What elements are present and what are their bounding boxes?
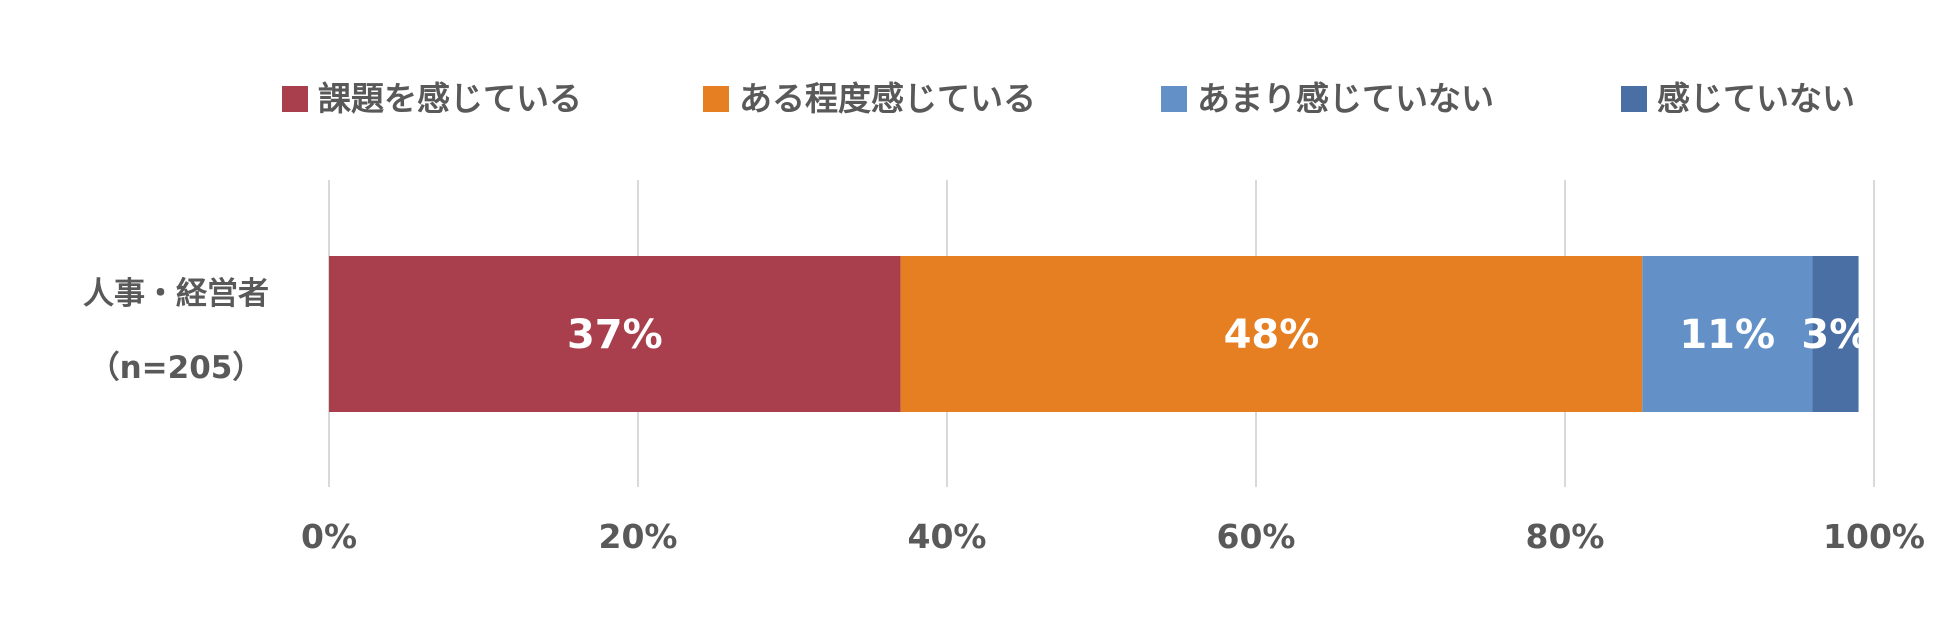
bars [329, 256, 1859, 412]
data-label: 11% [1679, 312, 1775, 358]
legend-label: あまり感じていない [1197, 79, 1494, 118]
legend-swatch [703, 86, 729, 112]
data-label: 48% [1224, 312, 1320, 358]
legend-label: 感じていない [1657, 79, 1855, 118]
legend-swatch [1621, 86, 1647, 112]
legend-label: 課題を感じている [318, 79, 582, 118]
legend-swatch [282, 86, 308, 112]
x-tick-label: 40% [908, 517, 987, 556]
legend-label: ある程度感じている [739, 79, 1036, 118]
y-axis: 人事・経営者 （n=205） [83, 276, 269, 386]
x-tick-label: 0% [301, 517, 357, 556]
data-labels: 37% 48% 11% 3% [567, 312, 1869, 358]
bar-segment [329, 256, 901, 412]
bar-segment [900, 256, 1643, 412]
legend: 課題を感じている ある程度感じている あまり感じていない 感じていない [282, 79, 1855, 118]
x-axis: 0% 20% 40% 60% 80% 100% [301, 517, 1925, 556]
category-label: 人事・経営者 [83, 276, 269, 312]
legend-swatch [1161, 86, 1187, 112]
x-tick-label: 80% [1526, 517, 1605, 556]
x-tick-label: 20% [599, 517, 678, 556]
x-tick-label: 100% [1823, 517, 1925, 556]
data-label: 37% [567, 312, 663, 358]
data-label: 3% [1801, 312, 1869, 358]
bar-segment [1642, 256, 1813, 412]
x-tick-label: 60% [1217, 517, 1296, 556]
bar-segment [1812, 256, 1859, 412]
category-label: （n=205） [89, 350, 264, 386]
